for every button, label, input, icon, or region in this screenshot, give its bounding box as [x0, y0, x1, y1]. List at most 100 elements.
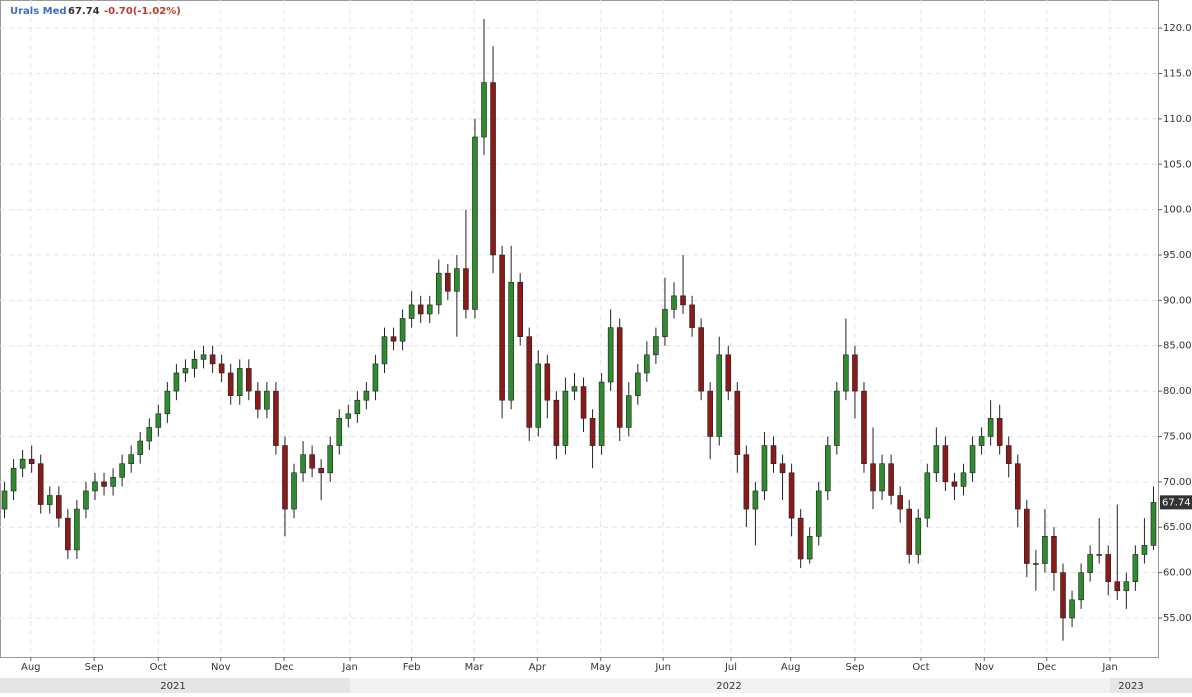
x-tick-label: Jan: [341, 662, 357, 673]
candle-body: [544, 363, 551, 401]
candle-body: [508, 281, 514, 401]
candle-body: [499, 254, 505, 401]
candle-body: [1087, 554, 1093, 573]
candle-body: [110, 477, 116, 487]
x-tick-label: May: [590, 662, 611, 673]
y-tick-label: 85.00: [1163, 341, 1192, 352]
candle-body: [716, 354, 723, 437]
candle-body: [824, 445, 831, 492]
candle-body: [924, 472, 931, 519]
x-tick-label: Aug: [781, 662, 801, 673]
candle-body: [942, 445, 949, 483]
candle-body: [155, 413, 162, 428]
x-tick-label: Jul: [724, 662, 737, 673]
candle-body: [46, 495, 53, 505]
y-tick-label: 100.00: [1163, 205, 1192, 216]
x-tick-label: Aug: [21, 662, 41, 673]
candle-body: [408, 304, 415, 319]
candle-body: [28, 458, 35, 465]
candle-body: [336, 418, 343, 446]
candle-body: [245, 368, 252, 392]
candle-body: [454, 268, 460, 292]
candle-body: [309, 454, 315, 469]
x-tick-label: Jun: [654, 662, 671, 673]
candle-body: [372, 363, 379, 392]
candle-body: [19, 458, 26, 469]
price-change: -0.70(-1.02%): [104, 6, 181, 17]
candle-body: [978, 436, 985, 446]
candle-body: [318, 467, 324, 474]
candle-body: [535, 363, 542, 428]
candle-body: [843, 354, 849, 392]
candle-body: [598, 381, 605, 446]
candle-body: [689, 304, 695, 328]
candle-body: [490, 82, 496, 256]
year-band-2022: [350, 678, 1110, 693]
candle-body: [37, 463, 44, 505]
candle-body: [861, 390, 867, 465]
candle-body: [1042, 536, 1048, 564]
last-price-label: 67.74: [1162, 497, 1191, 508]
candle-body: [761, 445, 768, 492]
candle-body: [1069, 599, 1075, 619]
candle-body: [56, 495, 62, 519]
candle-body: [137, 440, 144, 455]
candle-body: [933, 445, 940, 474]
candle-body: [146, 427, 153, 442]
candle-body: [363, 390, 370, 401]
year-label: 2021: [160, 681, 185, 692]
candle-body: [472, 136, 478, 310]
candle-body: [200, 354, 207, 360]
candle-body: [915, 517, 922, 555]
candle-body: [1005, 445, 1012, 465]
candle-body: [897, 495, 903, 510]
candle-body: [65, 517, 71, 551]
y-tick-label: 80.00: [1163, 386, 1192, 397]
y-tick-label: 120.00: [1163, 23, 1192, 34]
candle-body: [707, 390, 713, 437]
last-price: 67.74: [68, 6, 100, 17]
year-label: 2022: [716, 681, 741, 692]
candle-body: [852, 354, 858, 392]
candle-body: [417, 304, 424, 315]
candle-body: [182, 368, 189, 374]
candle-body: [445, 272, 451, 292]
candle-body: [101, 481, 107, 487]
candle-body: [345, 413, 352, 419]
x-tick-label: Dec: [1037, 662, 1056, 673]
candle-body: [698, 327, 704, 392]
candle-body: [635, 372, 641, 396]
x-tick-label: Sep: [846, 662, 865, 673]
y-tick-label: 65.00: [1163, 522, 1192, 533]
candle-body: [273, 390, 279, 446]
candle-body: [218, 363, 225, 374]
candle-body: [1150, 502, 1157, 546]
candle-body: [906, 508, 913, 555]
y-tick-label: 110.00: [1163, 114, 1192, 125]
y-tick-label: 75.00: [1163, 431, 1192, 442]
candle-body: [870, 463, 876, 492]
candle-body: [463, 268, 469, 310]
candle-body: [1078, 572, 1084, 601]
candle-body: [92, 481, 98, 492]
y-tick-label: 95.00: [1163, 250, 1192, 261]
candle-body: [1096, 554, 1102, 556]
candle-body: [83, 490, 89, 510]
candle-body: [644, 354, 650, 374]
candle-body: [10, 467, 17, 492]
candle-body: [589, 418, 596, 446]
candle-body: [879, 463, 885, 492]
candle-body: [607, 327, 614, 383]
candle-body: [227, 372, 234, 396]
candle-body: [1024, 508, 1030, 564]
candle-body: [797, 517, 804, 560]
candle-body: [481, 82, 487, 138]
candle-body: [435, 272, 442, 306]
candle-body: [164, 390, 171, 415]
x-tick-label: Feb: [403, 662, 421, 673]
candle-body: [399, 318, 406, 342]
candle-body: [562, 390, 569, 446]
plot-frame: [0, 0, 1159, 658]
